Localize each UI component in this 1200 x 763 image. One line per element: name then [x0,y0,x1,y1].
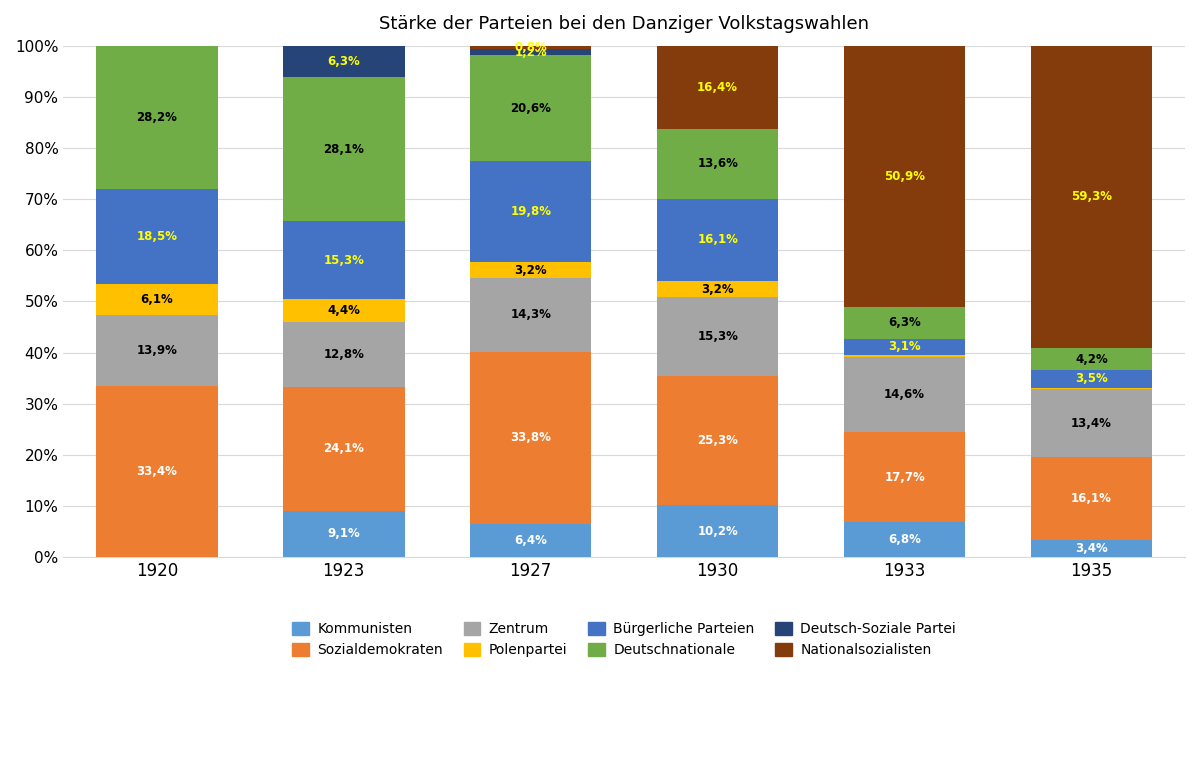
Text: 13,9%: 13,9% [137,344,178,357]
Bar [96,189,217,284]
Legend: Kommunisten, Sozialdemokraten, Zentrum, Polenpartei, Bürgerliche Parteien, Deuts: Kommunisten, Sozialdemokraten, Zentrum, … [286,615,964,664]
Text: 3,2%: 3,2% [515,264,547,277]
Text: 17,7%: 17,7% [884,471,925,484]
Bar [844,357,965,432]
Bar [656,505,779,557]
Text: 12,8%: 12,8% [323,348,365,361]
Text: 20,6%: 20,6% [510,101,551,114]
Text: 6,8%: 6,8% [888,533,922,546]
Bar [470,278,592,352]
Text: 33,4%: 33,4% [137,465,178,478]
Bar [656,375,779,505]
Text: 15,3%: 15,3% [697,330,738,343]
Bar [283,77,404,221]
Text: 18,5%: 18,5% [137,230,178,243]
Bar [656,45,779,129]
Bar [470,56,592,161]
Bar [470,524,592,557]
Text: 3,4%: 3,4% [1075,542,1108,555]
Bar [844,355,965,357]
Bar [283,388,404,510]
Text: 50,9%: 50,9% [884,170,925,183]
Bar [844,307,965,339]
Bar [844,47,965,307]
Text: 9,1%: 9,1% [328,527,360,540]
Text: 16,1%: 16,1% [1072,492,1112,505]
Bar [470,352,592,524]
Text: 59,3%: 59,3% [1072,190,1112,203]
Bar [283,221,404,299]
Bar [656,281,779,298]
Bar [470,45,592,50]
Text: 6,3%: 6,3% [328,55,360,68]
Bar [283,322,404,388]
Text: 1,2%: 1,2% [515,46,547,59]
Bar [1031,388,1152,389]
Bar [96,386,217,557]
Bar [283,45,404,77]
Text: 14,3%: 14,3% [510,308,551,321]
Bar [470,262,592,278]
Title: Stärke der Parteien bei den Danziger Volkstagswahlen: Stärke der Parteien bei den Danziger Vol… [379,15,869,33]
Text: 14,6%: 14,6% [884,388,925,401]
Text: 13,6%: 13,6% [697,157,738,170]
Bar [844,432,965,523]
Bar [96,284,217,315]
Bar [844,523,965,557]
Bar [96,315,217,386]
Text: 25,3%: 25,3% [697,434,738,447]
Bar [1031,349,1152,370]
Bar [1031,539,1152,557]
Bar [656,298,779,375]
Bar [656,198,779,281]
Text: 28,1%: 28,1% [323,143,365,156]
Bar [1031,389,1152,458]
Text: 3,2%: 3,2% [701,282,734,295]
Bar [283,299,404,322]
Text: 6,3%: 6,3% [888,316,920,329]
Text: 24,1%: 24,1% [323,443,365,456]
Bar [1031,458,1152,539]
Bar [470,50,592,56]
Text: 6,1%: 6,1% [140,293,173,306]
Bar [96,45,217,189]
Text: 10,2%: 10,2% [697,525,738,538]
Bar [656,129,779,198]
Text: 3,1%: 3,1% [888,340,920,353]
Text: 16,4%: 16,4% [697,81,738,94]
Bar [844,339,965,355]
Text: 15,3%: 15,3% [323,254,365,267]
Text: 4,2%: 4,2% [1075,353,1108,365]
Text: 16,1%: 16,1% [697,233,738,246]
Text: 3,5%: 3,5% [1075,372,1108,385]
Text: 0,8%: 0,8% [515,40,547,53]
Text: 13,4%: 13,4% [1072,417,1112,430]
Bar [1031,370,1152,388]
Text: 6,4%: 6,4% [515,534,547,547]
Text: 19,8%: 19,8% [510,205,551,218]
Text: 4,4%: 4,4% [328,304,360,317]
Bar [283,510,404,557]
Bar [470,161,592,262]
Bar [1031,45,1152,349]
Text: 28,2%: 28,2% [137,111,178,124]
Text: 33,8%: 33,8% [510,432,551,445]
